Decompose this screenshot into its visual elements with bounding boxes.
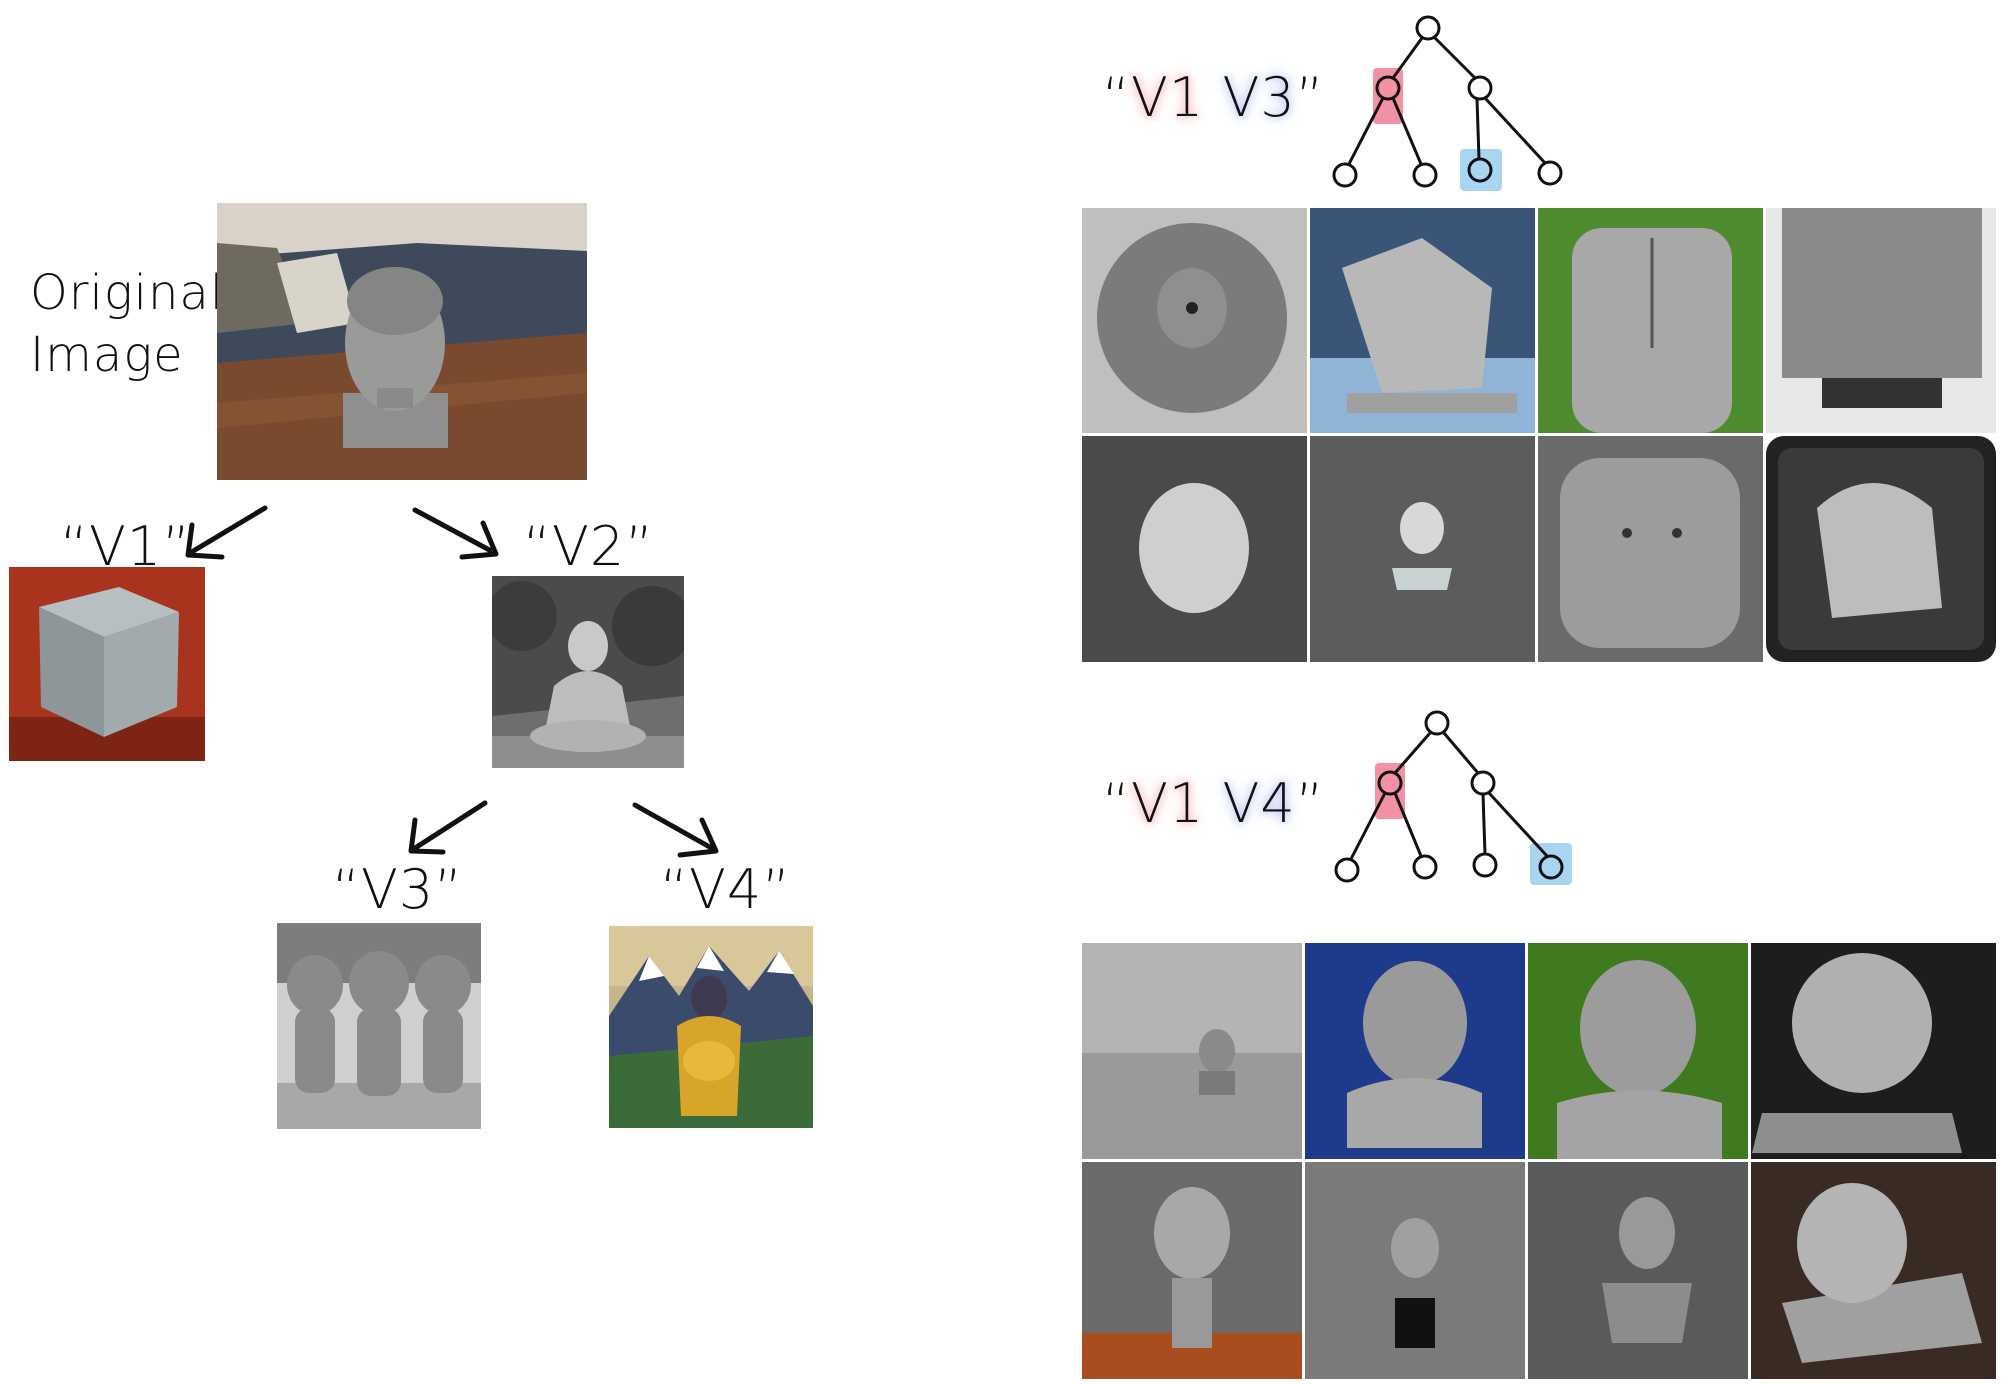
result-v1-v4-8	[1751, 1162, 1996, 1379]
result-grid-v1-v3	[1082, 208, 1996, 662]
original-label-line1: Original	[30, 265, 225, 321]
result-grid-v1-v4	[1082, 943, 1996, 1379]
arrow-to-v4	[632, 802, 719, 858]
result-v1-v3-6	[1310, 436, 1535, 662]
prompt-open-quote: “	[1102, 772, 1131, 835]
arrow-to-v2	[412, 507, 499, 560]
v3-label: “V3”	[332, 858, 464, 921]
original-image	[217, 203, 587, 480]
result-v1-v4-2	[1305, 943, 1525, 1159]
result-v1-v3-1	[1082, 208, 1307, 433]
prompt-close-quote: ”	[1295, 772, 1325, 835]
highlight-node-v3	[1460, 149, 1502, 191]
result-v1-v4-4	[1751, 943, 1996, 1159]
v4-label: “V4”	[660, 858, 792, 921]
result-v1-v3-4	[1766, 208, 1996, 433]
v1-image	[9, 567, 205, 761]
prompt-close-quote: ”	[1295, 66, 1325, 129]
result-v1-v4-3	[1528, 943, 1748, 1159]
result-v1-v4-5	[1082, 1162, 1302, 1379]
arrow-to-v3	[408, 800, 488, 855]
v1-label: “V1”	[60, 515, 192, 578]
result-v1-v3-2	[1310, 208, 1535, 433]
v3-image	[277, 923, 481, 1129]
v4-image	[609, 926, 813, 1128]
result-v1-v3-7	[1538, 436, 1763, 662]
v2-image	[492, 576, 684, 768]
result-v1-v4-6	[1305, 1162, 1525, 1379]
prompt-v1-v4: “V1 V4”	[1102, 772, 1325, 835]
tree-diagram-v1-v3	[1332, 15, 1563, 191]
result-v1-v3-3	[1538, 208, 1763, 433]
result-v1-v3-5	[1082, 436, 1307, 662]
prompt-open-quote: “	[1102, 66, 1131, 129]
original-image-label: Original Image	[30, 262, 224, 386]
arrow-to-v1	[185, 505, 268, 560]
prompt-v1-v3: “V1 V3”	[1102, 66, 1325, 129]
result-v1-v4-7	[1528, 1162, 1748, 1379]
token-v1: V1	[1130, 66, 1205, 129]
token-v4: V4	[1222, 772, 1296, 835]
token-v3: V3	[1222, 66, 1296, 129]
tree-diagram-v1-v4	[1334, 710, 1572, 885]
highlight-node-v4	[1530, 843, 1572, 885]
token-v1: V1	[1130, 772, 1205, 835]
original-label-line2: Image	[30, 327, 184, 383]
result-v1-v3-8	[1766, 436, 1996, 662]
v2-label: “V2”	[523, 515, 655, 578]
result-v1-v4-1	[1082, 943, 1302, 1159]
